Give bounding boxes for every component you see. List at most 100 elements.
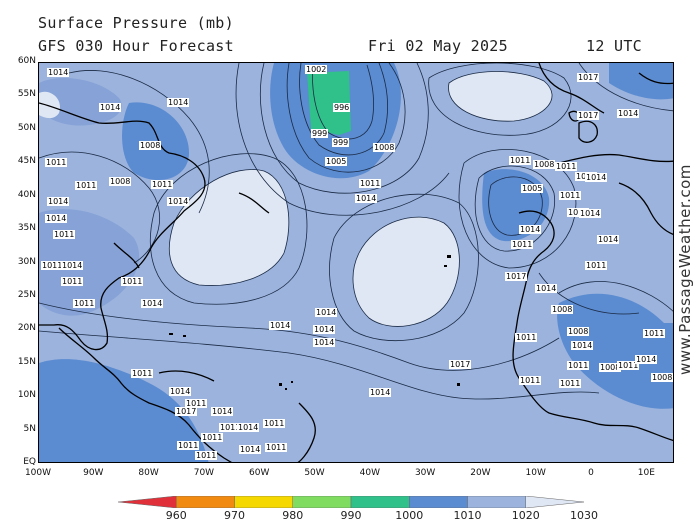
low-pressure-region xyxy=(39,78,122,126)
isobar-value-label: 1014 xyxy=(211,407,234,416)
latitude-label: 20N xyxy=(17,323,36,334)
longitude-label: 70W xyxy=(193,468,215,478)
latitude-label: 45N xyxy=(17,156,36,167)
coastlines xyxy=(39,63,673,462)
latitude-label: 10N xyxy=(17,390,36,401)
isobar-value-label: 1014 xyxy=(579,209,602,218)
isobar-value-label: 1011 xyxy=(201,433,224,442)
isobar-value-label: 1011 xyxy=(265,443,288,452)
longitude-label: 10E xyxy=(637,468,655,478)
latitude-label: 25N xyxy=(17,289,36,300)
chart-title: Surface Pressure (mb) xyxy=(38,14,234,32)
isobar-value-label: 1014 xyxy=(169,387,192,396)
latitude-label: EQ xyxy=(23,457,36,467)
isobar-value-label: 1002 xyxy=(305,65,328,74)
icelandic-low-core xyxy=(307,71,351,135)
legend-color-swatch xyxy=(467,496,526,508)
isobar-value-label: 1011 xyxy=(45,158,68,167)
isobar-value-label: 1011 xyxy=(121,277,144,286)
pressure-map[interactable]: 1014 1011 1014 1014 1008 1011 1008 1011 1014 1014… xyxy=(38,62,674,463)
longitude-label: 60W xyxy=(249,468,270,478)
isobar-value-label: 1011 xyxy=(219,423,242,432)
isobar-value-label: 1014 xyxy=(635,355,658,364)
latitude-label: 30N xyxy=(17,256,36,267)
latitude-label: 15N xyxy=(17,356,36,367)
isobar-contours xyxy=(39,63,673,400)
isobar-value-label: 1008 xyxy=(651,373,673,382)
isobar-value-label: 1011 xyxy=(151,180,174,189)
isobar-value-label: 1011 xyxy=(519,376,542,385)
isobar-value-label: 1008 xyxy=(139,141,162,150)
isobar-value-label: 1014 xyxy=(355,194,378,203)
legend-color-swatch xyxy=(525,496,584,508)
isobar-value-label: 1014 xyxy=(141,299,164,308)
isobar-value-label: 1017 xyxy=(449,360,472,369)
isobar-value-label: 1014 xyxy=(47,197,70,206)
isobar-value-label: 1011 xyxy=(263,419,286,428)
isobar-value-label: 1011 xyxy=(567,361,590,370)
isobar-value-label: 1011 xyxy=(585,261,608,270)
isobar-value-label: 1008 xyxy=(373,143,396,152)
isobar-value-label: 1011 xyxy=(359,179,382,188)
latitude-label: 40N xyxy=(17,189,36,200)
isobar-value-label: 1014 xyxy=(237,423,260,432)
isobar-value-label: 1014 xyxy=(167,197,190,206)
legend-color-swatch xyxy=(118,496,177,508)
isobar-value-label: 1014 xyxy=(597,235,620,244)
south-american-low-region xyxy=(39,359,209,462)
isobar-value-label: 1011 xyxy=(185,399,208,408)
isobar-value-label: 1014 xyxy=(617,109,640,118)
isobar-value-label: 1014 xyxy=(519,225,542,234)
legend-pressure-label: 990 xyxy=(340,509,362,522)
high-pressure-region xyxy=(39,91,60,119)
isobar-value-label: 1011 xyxy=(555,162,578,171)
subtropical-high xyxy=(352,216,460,327)
low-pressure-region xyxy=(609,63,673,100)
legend-pressure-label: 960 xyxy=(165,509,187,522)
isobar-value-label: 1014 xyxy=(47,68,70,77)
forecast-subtitle: GFS 030 Hour Forecast xyxy=(38,37,234,55)
isobar-value-label: 1008 xyxy=(109,177,132,186)
isobar-value-label: 1011 xyxy=(509,156,532,165)
legend-color-swatch xyxy=(409,496,468,508)
isobar-value-label: 1011 xyxy=(567,208,590,217)
longitude-label: 30W xyxy=(414,468,436,478)
islands xyxy=(169,255,460,390)
legend-pressure-label: 1010 xyxy=(453,509,482,522)
isobar-value-label: 1011 xyxy=(511,240,534,249)
isobar-value-label: 1014 xyxy=(535,284,558,293)
latitude-label: 60N xyxy=(17,56,36,66)
isobar-value-label: 1011 xyxy=(195,451,218,460)
isobar-value-label: 1014 xyxy=(269,321,292,330)
isobar-value-label: 1005 xyxy=(521,184,544,193)
isobar-value-label: 1017 xyxy=(505,272,528,281)
legend-color-swatch xyxy=(234,496,293,508)
valid-date: Fri 02 May 2025 xyxy=(368,37,508,55)
central-atlantic-high xyxy=(448,71,553,122)
pressure-legend-bar xyxy=(118,496,584,508)
isobar-value-label: 1014 xyxy=(571,341,594,350)
pressure-map-svg xyxy=(39,63,673,462)
isobar-value-label: 1014 xyxy=(61,261,84,270)
isobar-value-label: 1017 xyxy=(175,407,198,416)
isobar-value-label: 1014 xyxy=(45,214,68,223)
isobar-value-label: 1011 xyxy=(131,369,154,378)
longitude-label: 80W xyxy=(138,468,159,478)
isobar-value-label: 999 xyxy=(332,138,350,147)
legend-color-swatch xyxy=(350,496,410,508)
isobar-value-label: 1011 xyxy=(559,379,582,388)
isobar-value-label: 1014 xyxy=(315,308,338,317)
legend-pressure-label: 980 xyxy=(282,509,304,522)
isobar-value-label: 1014 xyxy=(239,445,262,454)
longitude-label: 0 xyxy=(588,468,594,478)
isobar-value-label: 1011 xyxy=(177,441,200,450)
isobar-value-label: 1011 xyxy=(61,277,84,286)
legend-pressure-label: 1000 xyxy=(395,509,424,522)
isobar-value-label: 1017 xyxy=(577,111,600,120)
latitude-label: 35N xyxy=(17,223,36,234)
longitude-label: 10W xyxy=(525,468,546,478)
isobar-value-label: 999 xyxy=(311,129,329,138)
isobar-value-label: 1011 xyxy=(53,230,76,239)
longitude-label: 50W xyxy=(304,468,325,478)
isobar-value-label: 1014 xyxy=(369,388,392,397)
